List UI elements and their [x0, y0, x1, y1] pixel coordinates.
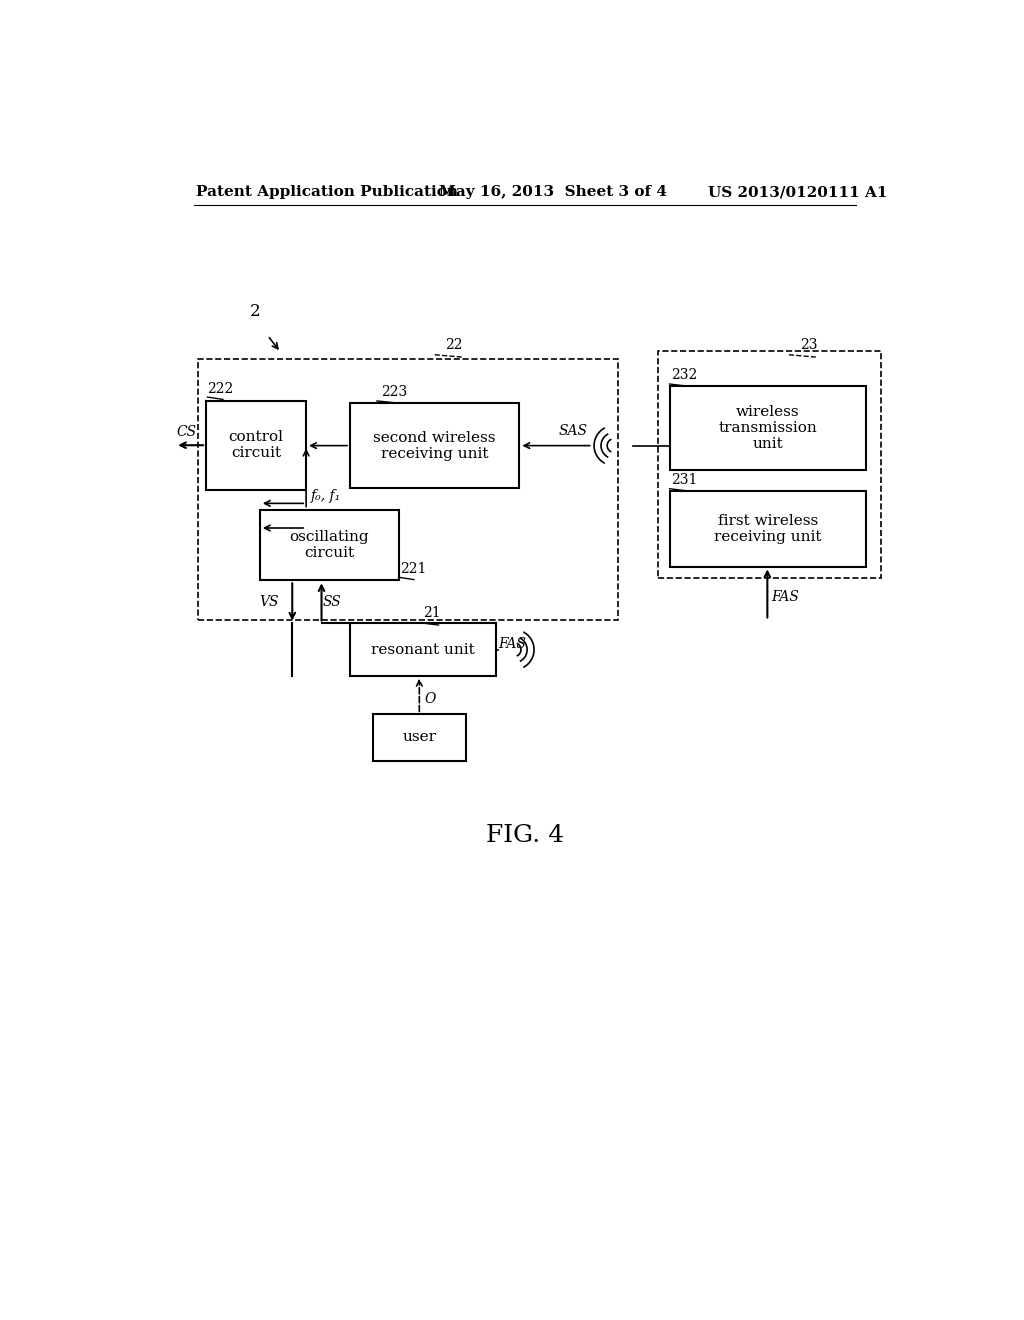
Text: f₀, f₁: f₀, f₁: [310, 488, 341, 503]
Text: 232: 232: [671, 368, 697, 381]
Text: US 2013/0120111 A1: US 2013/0120111 A1: [708, 185, 888, 199]
Text: SAS: SAS: [559, 424, 588, 438]
Text: wireless
transmission
unit: wireless transmission unit: [719, 405, 817, 451]
Text: 223: 223: [381, 384, 408, 399]
Text: 2: 2: [250, 304, 260, 321]
Text: 231: 231: [671, 473, 697, 487]
Bar: [373, 714, 466, 760]
Text: Patent Application Publication: Patent Application Publication: [196, 185, 458, 199]
Text: FIG. 4: FIG. 4: [485, 825, 564, 847]
Bar: [350, 623, 497, 676]
Text: 21: 21: [423, 606, 440, 620]
Text: VS: VS: [259, 595, 279, 609]
Text: resonant unit: resonant unit: [372, 643, 475, 656]
Text: control
circuit: control circuit: [228, 430, 284, 461]
Text: FAS: FAS: [498, 636, 525, 651]
Bar: [199, 359, 617, 620]
Bar: [670, 385, 866, 470]
Bar: [670, 491, 866, 566]
Text: user: user: [402, 730, 436, 744]
Text: first wireless
receiving unit: first wireless receiving unit: [714, 513, 821, 544]
Bar: [350, 404, 519, 488]
Text: 23: 23: [801, 338, 818, 352]
Text: CS: CS: [177, 425, 197, 438]
Text: 221: 221: [400, 562, 426, 576]
Text: 222: 222: [208, 381, 233, 396]
Text: oscillating
circuit: oscillating circuit: [290, 529, 369, 560]
Text: SS: SS: [323, 595, 342, 609]
Bar: [206, 401, 306, 490]
Text: O: O: [425, 692, 436, 706]
Bar: [658, 351, 882, 578]
Text: May 16, 2013  Sheet 3 of 4: May 16, 2013 Sheet 3 of 4: [438, 185, 667, 199]
Text: FAS: FAS: [771, 590, 799, 605]
Text: second wireless
receiving unit: second wireless receiving unit: [374, 430, 496, 461]
Text: 22: 22: [444, 338, 462, 352]
Bar: [260, 510, 398, 581]
